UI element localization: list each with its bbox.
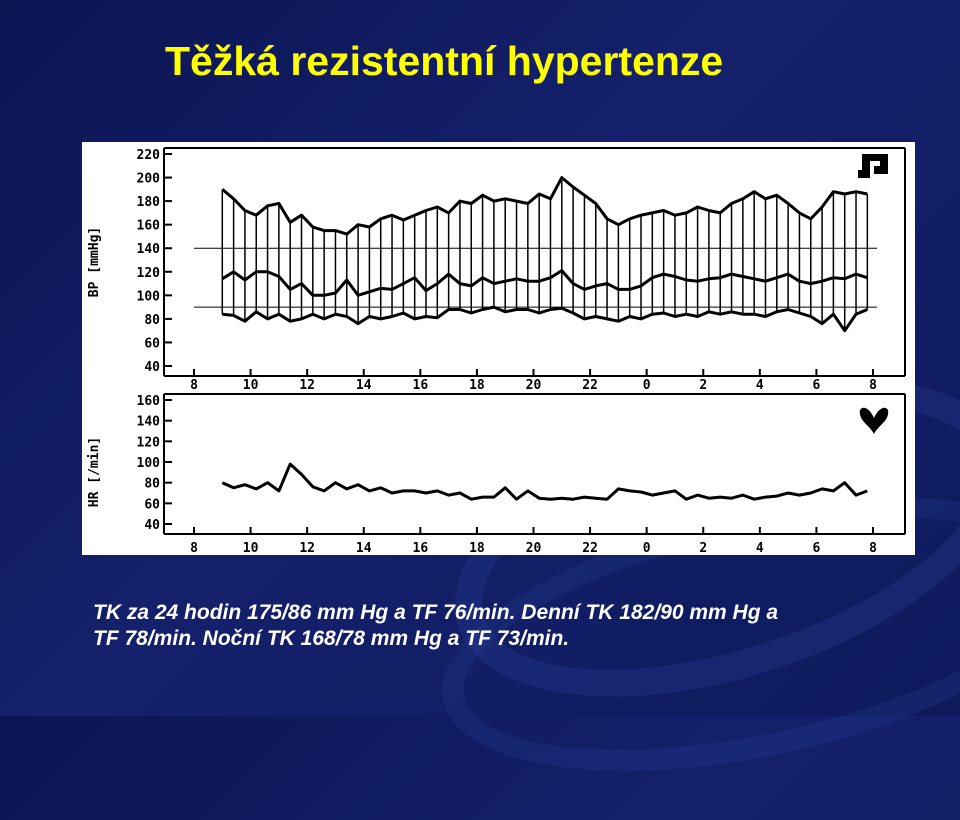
heart-icon — [859, 407, 889, 434]
series-line-systolic — [221, 176, 868, 236]
x-tick-label: 4 — [756, 378, 764, 393]
abpm-chart-panel: 220 200 180 160 140 120 100 80 60 40 BP [mmHg] 8 10 1… — [82, 142, 915, 555]
x-tick-label: 4 — [756, 541, 764, 555]
caption-line-2: TF 78/min. Noční TK 168/78 mm Hg a TF 73… — [93, 627, 570, 650]
x-tick-label: 8 — [869, 378, 877, 393]
x-tick-label: 0 — [643, 541, 651, 555]
x-tick-label: 22 — [582, 378, 598, 393]
x-tick-label: 22 — [582, 541, 598, 555]
x-tick-label: 20 — [526, 378, 542, 393]
x-tick-label: 12 — [299, 378, 315, 393]
caption-line-1: TK za 24 hodin 175/86 mm Hg a TF 76/min.… — [93, 601, 779, 624]
x-tick-label: 6 — [813, 541, 821, 555]
y-tick-label: 60 — [144, 336, 160, 351]
series-line-hr — [221, 462, 868, 501]
y-tick-label: 140 — [137, 242, 161, 257]
y-tick-label: 160 — [137, 219, 161, 234]
y-tick-label: 160 — [137, 394, 161, 409]
y-tick-label: 200 — [137, 172, 161, 187]
clef-icon — [858, 154, 888, 178]
y-tick-label: 80 — [144, 313, 160, 328]
y-tick-label: 40 — [144, 518, 160, 533]
y-tick-label: 40 — [144, 360, 160, 375]
x-tick-label: 6 — [813, 378, 821, 393]
x-tick-label: 16 — [413, 541, 429, 555]
x-tick-label: 0 — [643, 378, 651, 393]
x-tick-label: 8 — [869, 541, 877, 555]
x-tick-label: 10 — [243, 378, 259, 393]
series-line-diastolic — [221, 269, 868, 297]
series-line-min — [222, 305, 868, 333]
x-tick-label: 16 — [413, 378, 429, 393]
y-tick-label: 100 — [137, 456, 161, 471]
y-tick-label: 80 — [144, 477, 160, 492]
y-tick-label: 60 — [144, 497, 160, 512]
x-tick-label: 20 — [526, 541, 542, 555]
y-tick-label: 140 — [137, 415, 161, 430]
x-tick-label: 8 — [190, 541, 198, 555]
x-tick-label: 2 — [699, 378, 707, 393]
x-tick-label: 2 — [699, 541, 707, 555]
x-tick-label: 18 — [469, 541, 485, 555]
x-tick-label: 18 — [469, 378, 485, 393]
x-tick-label: 12 — [299, 541, 315, 555]
y-tick-label: 100 — [137, 289, 161, 304]
y-axis-title: BP [mmHg] — [87, 227, 102, 297]
y-tick-label: 180 — [137, 195, 161, 210]
slide-caption: TK za 24 hodin 175/86 mm Hg a TF 76/min.… — [93, 600, 913, 652]
x-tick-label: 14 — [356, 378, 372, 393]
y-tick-label: 220 — [137, 148, 161, 163]
x-tick-label: 14 — [356, 541, 372, 555]
slide-title: Těžká rezistentní hypertenze — [165, 38, 724, 84]
y-tick-label: 120 — [137, 435, 161, 450]
x-tick-label: 8 — [190, 378, 198, 393]
x-tick-label: 10 — [243, 541, 259, 555]
y-tick-label: 120 — [137, 266, 161, 281]
y-axis-title: HR [/min] — [87, 437, 102, 507]
